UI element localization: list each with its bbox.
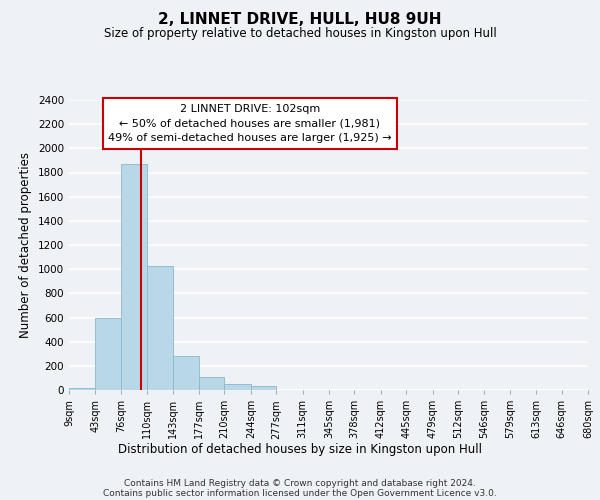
Y-axis label: Number of detached properties: Number of detached properties [19,152,32,338]
Text: Size of property relative to detached houses in Kingston upon Hull: Size of property relative to detached ho… [104,28,496,40]
Text: Contains HM Land Registry data © Crown copyright and database right 2024.: Contains HM Land Registry data © Crown c… [124,478,476,488]
Bar [199,376,224,390]
Bar [251,386,276,390]
Bar [121,164,147,390]
Text: 2 LINNET DRIVE: 102sqm
← 50% of detached houses are smaller (1,981)
49% of semi-: 2 LINNET DRIVE: 102sqm ← 50% of detached… [108,104,392,143]
Bar [224,384,251,390]
Text: Contains public sector information licensed under the Open Government Licence v3: Contains public sector information licen… [103,488,497,498]
Bar [95,318,121,390]
Bar [69,388,95,390]
Text: 2, LINNET DRIVE, HULL, HU8 9UH: 2, LINNET DRIVE, HULL, HU8 9UH [158,12,442,28]
Bar [173,356,199,390]
Bar [147,266,173,390]
Text: Distribution of detached houses by size in Kingston upon Hull: Distribution of detached houses by size … [118,442,482,456]
